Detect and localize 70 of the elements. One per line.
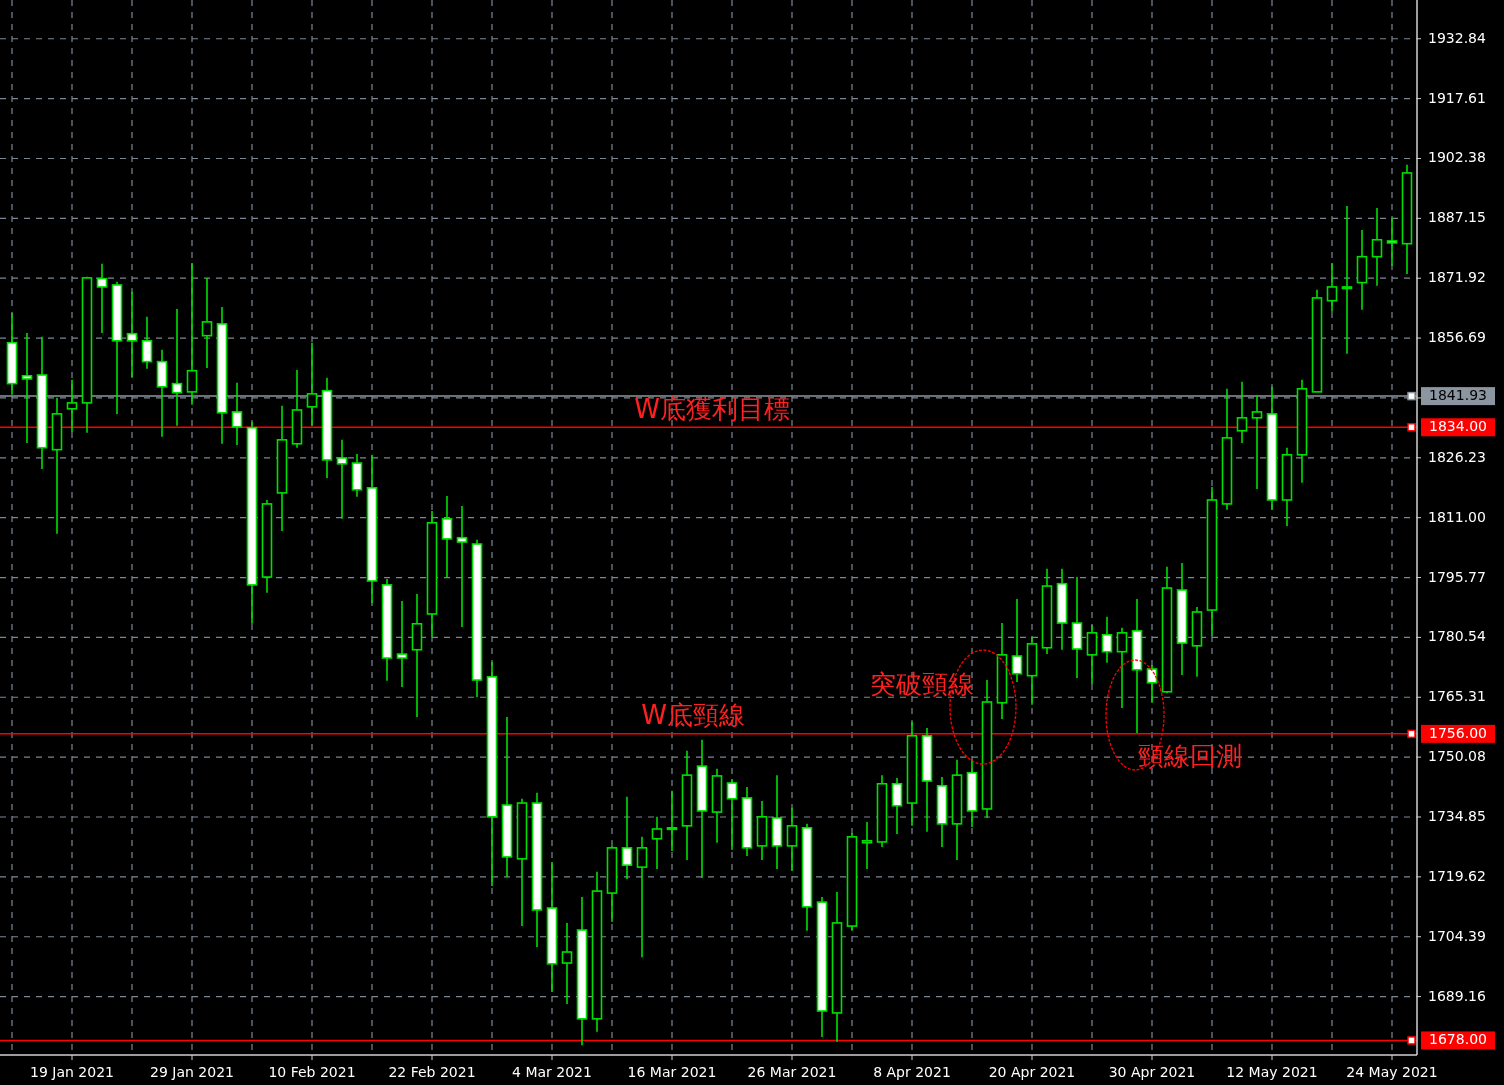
y-tick-label: 1734.85 [1428, 808, 1486, 824]
x-tick-label: 10 Feb 2021 [268, 1064, 356, 1080]
candlestick [306, 341, 318, 427]
ref-line-label: 1841.93 [1429, 387, 1487, 404]
y-tick-label: 1704.39 [1428, 927, 1486, 944]
candlestick [1146, 664, 1158, 704]
candlestick [1101, 615, 1113, 664]
y-tick-label: 1871.92 [1428, 269, 1486, 286]
candlestick [126, 290, 138, 378]
candlestick [231, 382, 243, 446]
candlestick [666, 790, 678, 852]
ref-line-label: 1756.00 [1429, 724, 1487, 741]
annotation: W底獲利目標 [634, 393, 790, 424]
y-tick-label: 1826.23 [1428, 448, 1486, 465]
candlestick [891, 777, 903, 835]
x-tick-label: 30 Apr 2021 [1108, 1064, 1196, 1080]
annotation: W底頸線 [641, 699, 745, 730]
candlestick [786, 806, 798, 872]
candlestick [96, 262, 108, 334]
candlestick [1086, 624, 1098, 685]
y-tick-label: 1856.69 [1428, 329, 1486, 346]
x-tick-label: 19 Jan 2021 [30, 1064, 114, 1080]
candlestick [1326, 262, 1338, 313]
y-tick-label: 1750.08 [1428, 748, 1486, 765]
x-tick-label: 12 May 2021 [1226, 1064, 1318, 1080]
candlestick [1341, 205, 1353, 355]
candlestick [1371, 207, 1383, 287]
candlestick [1251, 395, 1263, 490]
y-tick-label: 1780.54 [1428, 628, 1486, 645]
candlestick [441, 495, 453, 578]
y-tick-label: 1887.15 [1428, 209, 1486, 226]
y-tick-label: 1917.61 [1428, 89, 1486, 106]
y-tick-label: 1902.38 [1428, 149, 1486, 166]
x-tick-label: 24 May 2021 [1346, 1064, 1438, 1080]
x-tick-label: 4 Mar 2021 [512, 1064, 592, 1080]
y-tick-label: 1765.31 [1428, 688, 1486, 705]
y-tick-label: 1689.16 [1428, 987, 1486, 1004]
y-tick-label: 1795.77 [1428, 568, 1486, 585]
candlestick [1116, 626, 1128, 709]
candlestick [201, 277, 213, 369]
x-tick-label: 22 Feb 2021 [388, 1064, 476, 1080]
x-tick-label: 26 Mar 2021 [747, 1064, 837, 1080]
candlestick [396, 600, 408, 688]
candlestick [621, 795, 633, 880]
candlestick [336, 439, 348, 520]
x-tick-label: 8 Apr 2021 [873, 1064, 951, 1080]
candlestick [186, 262, 198, 406]
candlestick [456, 505, 468, 628]
x-tick-label: 20 Apr 2021 [988, 1064, 1076, 1080]
candlestick [1386, 216, 1398, 267]
annotation: 突破頸線 [870, 668, 974, 699]
y-tick-label: 1932.84 [1428, 29, 1486, 46]
y-tick-label: 1811.00 [1428, 508, 1486, 525]
candlestick [861, 821, 873, 870]
candlestick [636, 836, 648, 958]
candlestick [651, 816, 663, 870]
y-tick-label: 1719.62 [1428, 867, 1486, 884]
candlestick [171, 308, 183, 427]
candlestick [141, 316, 153, 370]
x-tick-label: 16 Mar 2021 [627, 1064, 717, 1080]
candlestick [1011, 598, 1023, 683]
candlestick [66, 378, 78, 433]
candlestick [726, 778, 738, 851]
candlestick [561, 922, 573, 1005]
ref-line-label: 1678.00 [1429, 1031, 1487, 1048]
candlestick [1236, 380, 1248, 444]
annotation: 頸線回測 [1138, 740, 1242, 771]
ref-line-label: 1834.00 [1429, 418, 1487, 435]
candlestick [21, 332, 33, 444]
x-tick-label: 29 Jan 2021 [150, 1064, 234, 1080]
